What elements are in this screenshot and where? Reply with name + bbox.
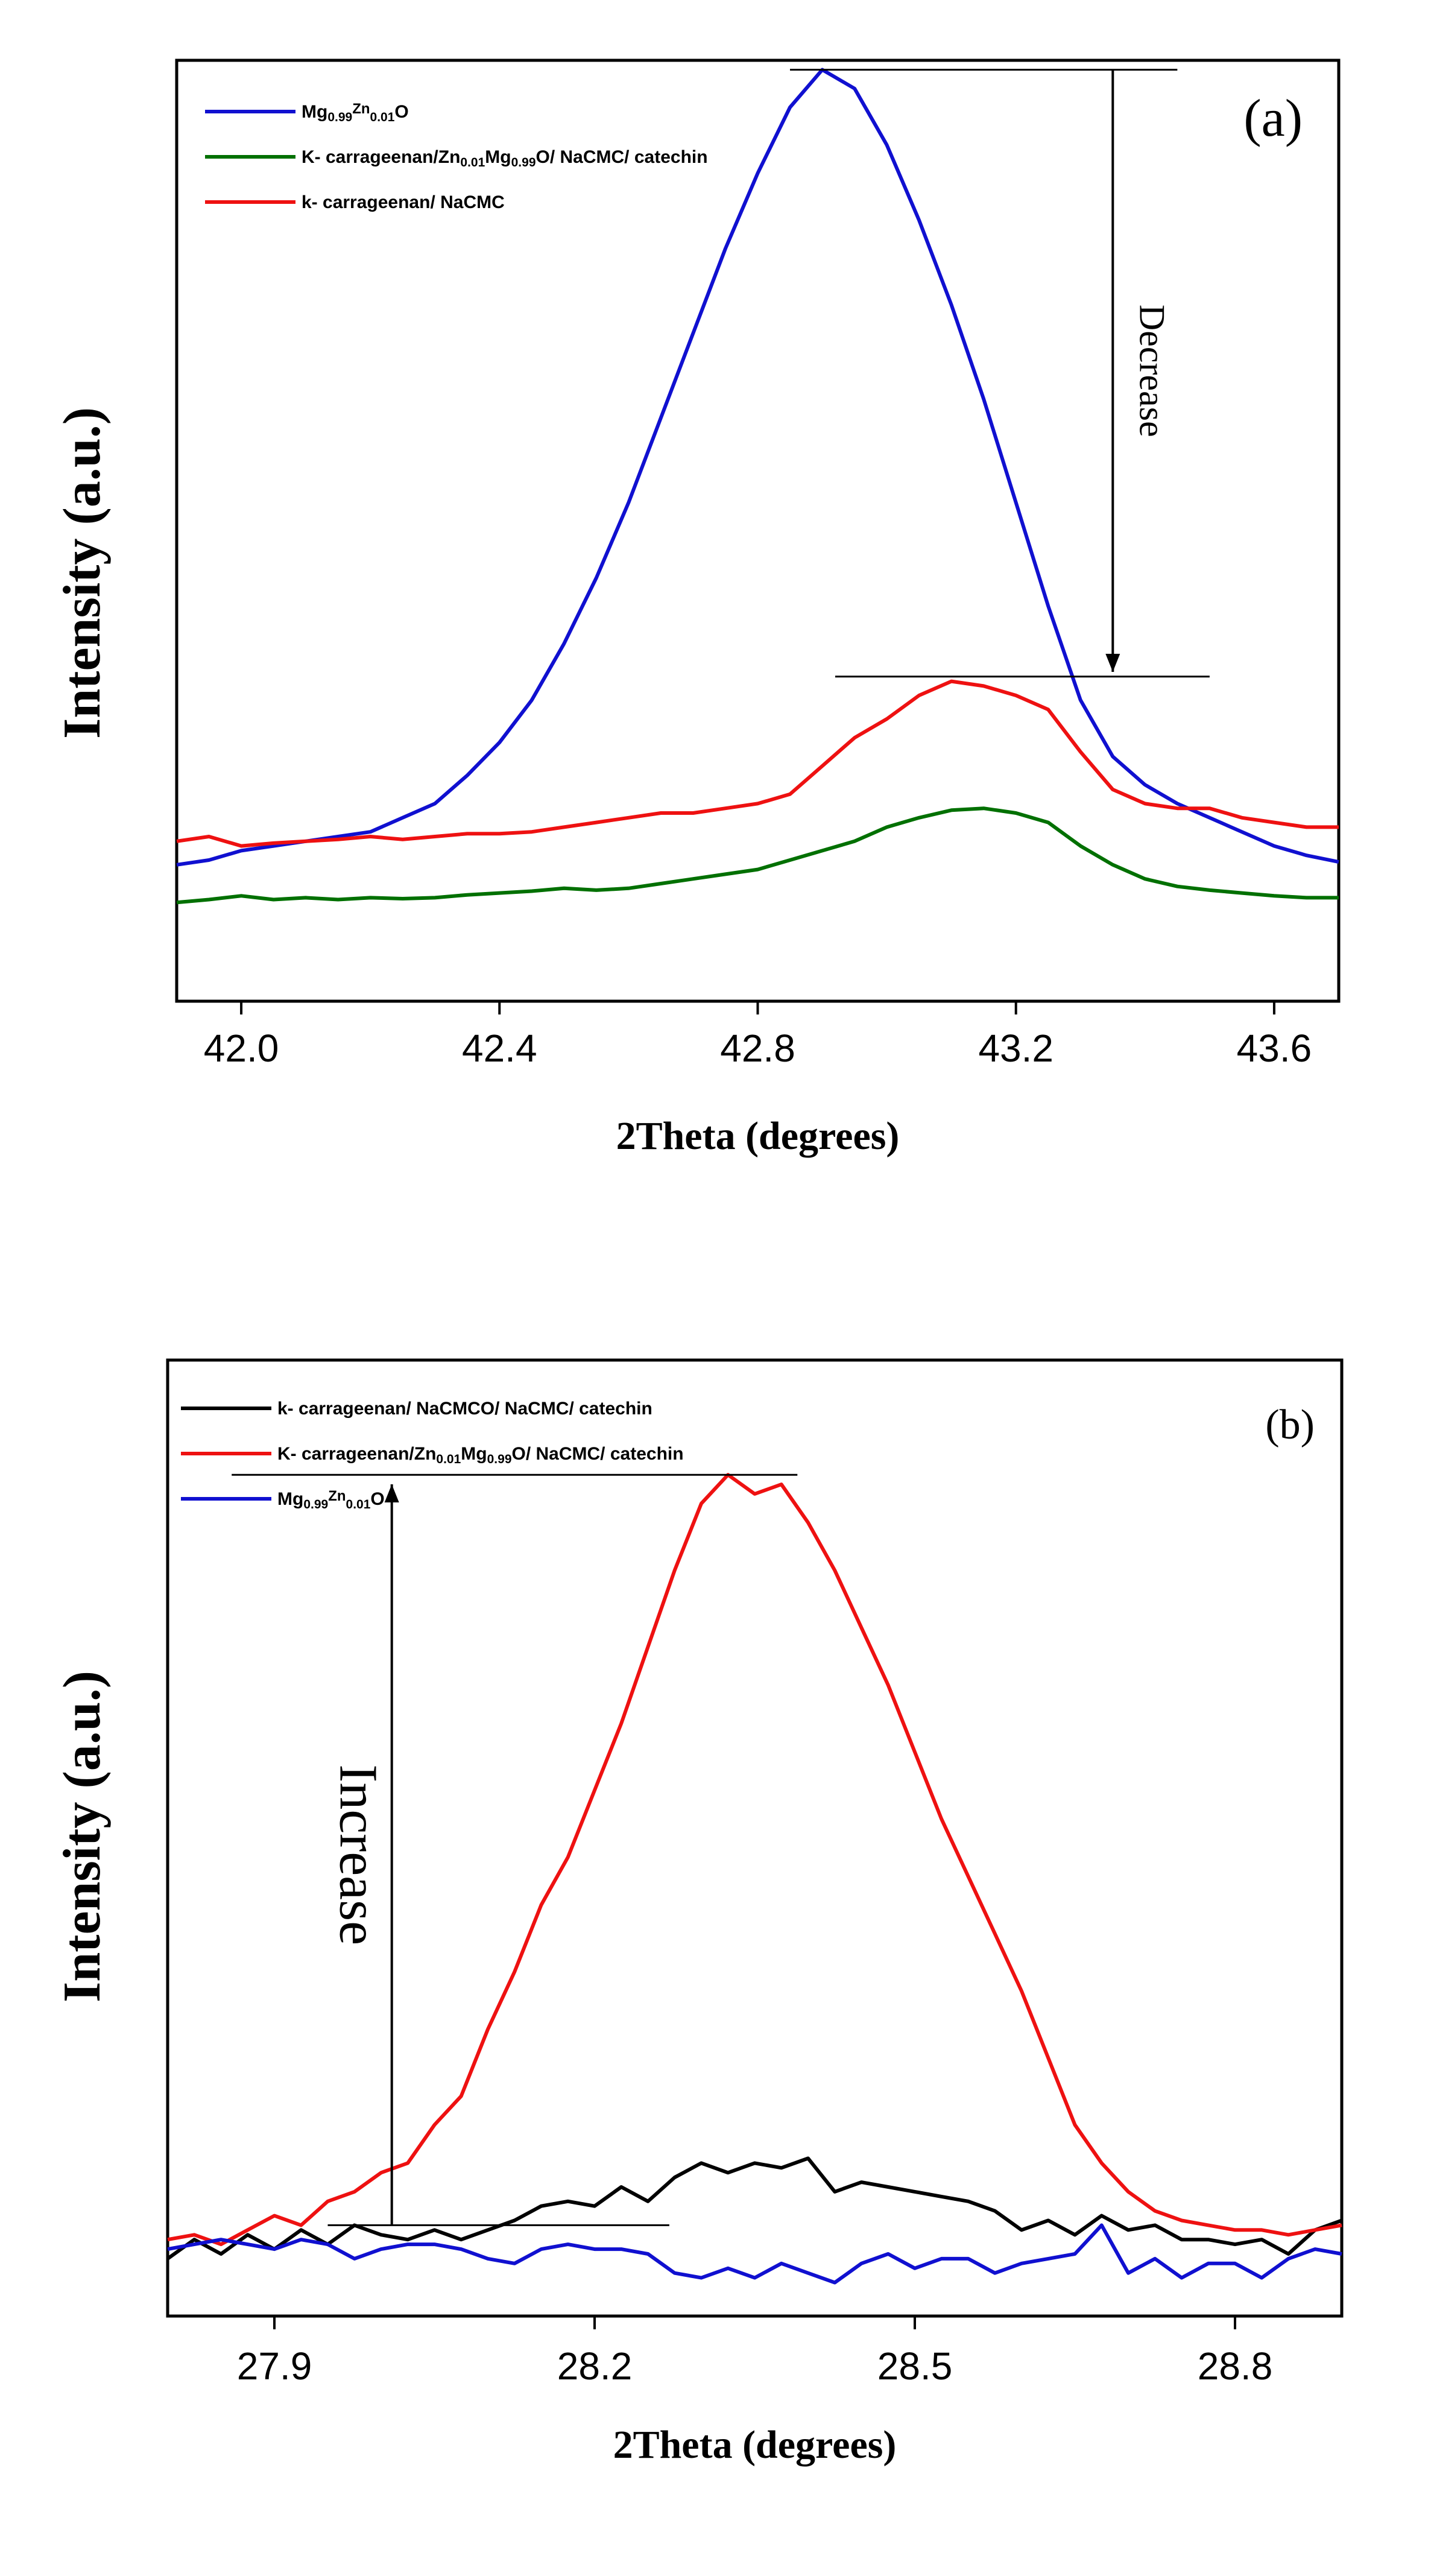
legend-label-part: Mg xyxy=(461,1444,487,1464)
legend-label: k- carrageenan/ NaCMC xyxy=(302,192,505,212)
legend-label-part: 0.01 xyxy=(370,110,395,124)
legend-label: k- carrageenan/ NaCMCO/ NaCMC/ catechin xyxy=(277,1399,652,1419)
legend-label-part: Mg xyxy=(277,1489,303,1509)
x-axis-a: 42.0 42.4 42.8 43.2 43.6 xyxy=(204,1001,1312,1070)
series-line xyxy=(177,682,1339,846)
legend-label-part: 0.01 xyxy=(436,1452,461,1466)
panel-b: 27.9 28.2 28.5 28.8 Increase k- carrageenan… xyxy=(53,1360,1342,2467)
annotation-text: Decrease xyxy=(1132,305,1172,437)
legend-b: k- carrageenan/ NaCMCO/ NaCMC/ catechin K… xyxy=(181,1399,684,1511)
x-tick-label: 27.9 xyxy=(237,2344,312,2388)
panel-label-a: (a) xyxy=(1243,89,1303,148)
series-line xyxy=(168,2159,1342,2259)
legend-label-part: Mg xyxy=(485,147,511,167)
legend-label-part: 0.01 xyxy=(460,156,485,169)
x-tick-label: 28.8 xyxy=(1198,2344,1273,2388)
annotation-text: Increase xyxy=(329,1764,388,1945)
legend-label-part: Zn xyxy=(328,1488,346,1504)
legend-label-part: 0.99 xyxy=(487,1452,512,1466)
x-tick-label: 43.6 xyxy=(1237,1027,1312,1070)
annotation-a: Decrease xyxy=(790,70,1210,677)
legend-label-part: K- carrageenan/Zn xyxy=(302,147,460,167)
legend-label-part: O xyxy=(370,1489,384,1509)
legend-label: K- carrageenan/Zn0.01Mg0.99O/ NaCMC/ cat… xyxy=(302,147,708,169)
x-tick-label: 42.0 xyxy=(204,1027,279,1070)
x-tick-label: 43.2 xyxy=(978,1027,1054,1070)
legend-label-part: K- carrageenan/Zn xyxy=(277,1444,436,1464)
annotation-b: Increase xyxy=(232,1475,797,2225)
legend-label-part: k- carrageenan/ NaCMC xyxy=(302,192,505,212)
annotation-arrowhead xyxy=(1105,654,1120,672)
x-tick-label: 42.4 xyxy=(462,1027,537,1070)
legend-label-part: 0.99 xyxy=(303,1498,328,1511)
legend-label-part: k- carrageenan/ NaCMCO/ NaCMC/ catechin xyxy=(277,1399,652,1419)
x-axis-label-a: 2Theta (degrees) xyxy=(616,1114,900,1158)
legend-label-part: 0.99 xyxy=(511,156,536,169)
x-tick-label: 28.5 xyxy=(877,2344,953,2388)
x-axis-b: 27.9 28.2 28.5 28.8 xyxy=(237,2316,1273,2388)
figure-canvas: 42.0 42.4 42.8 43.2 43.6 Decrease Mg0.99Zn0.… xyxy=(0,0,1431,2576)
legend-label: K- carrageenan/Zn0.01Mg0.99O/ NaCMC/ cat… xyxy=(277,1444,684,1466)
panel-label-b: (b) xyxy=(1265,1402,1315,1448)
legend-label: Mg0.99Zn0.01O xyxy=(302,101,409,124)
legend-label-part: 0.01 xyxy=(346,1498,371,1511)
legend-label-part: 0.99 xyxy=(327,110,352,124)
y-axis-label-a: Intensity (a.u.) xyxy=(53,407,112,739)
annotation-arrowhead xyxy=(385,1484,399,1502)
y-axis-label-b: Intensity (a.u.) xyxy=(53,1671,112,2002)
series-line xyxy=(177,808,1339,902)
legend-label-part: Mg xyxy=(302,102,327,122)
x-tick-label: 42.8 xyxy=(720,1027,795,1070)
x-tick-label: 28.2 xyxy=(557,2344,633,2388)
series-line xyxy=(177,70,1339,865)
legend-label-part: Zn xyxy=(352,101,370,117)
panel-a: 42.0 42.4 42.8 43.2 43.6 Decrease Mg0.99Zn0.… xyxy=(53,60,1339,1158)
legend-label-part: O/ NaCMC/ catechin xyxy=(536,147,708,167)
x-axis-label-b: 2Theta (degrees) xyxy=(613,2423,897,2467)
legend-label: Mg0.99Zn0.01O xyxy=(277,1488,385,1511)
legend-label-part: O/ NaCMC/ catechin xyxy=(512,1444,684,1464)
legend-label-part: O xyxy=(394,102,408,122)
